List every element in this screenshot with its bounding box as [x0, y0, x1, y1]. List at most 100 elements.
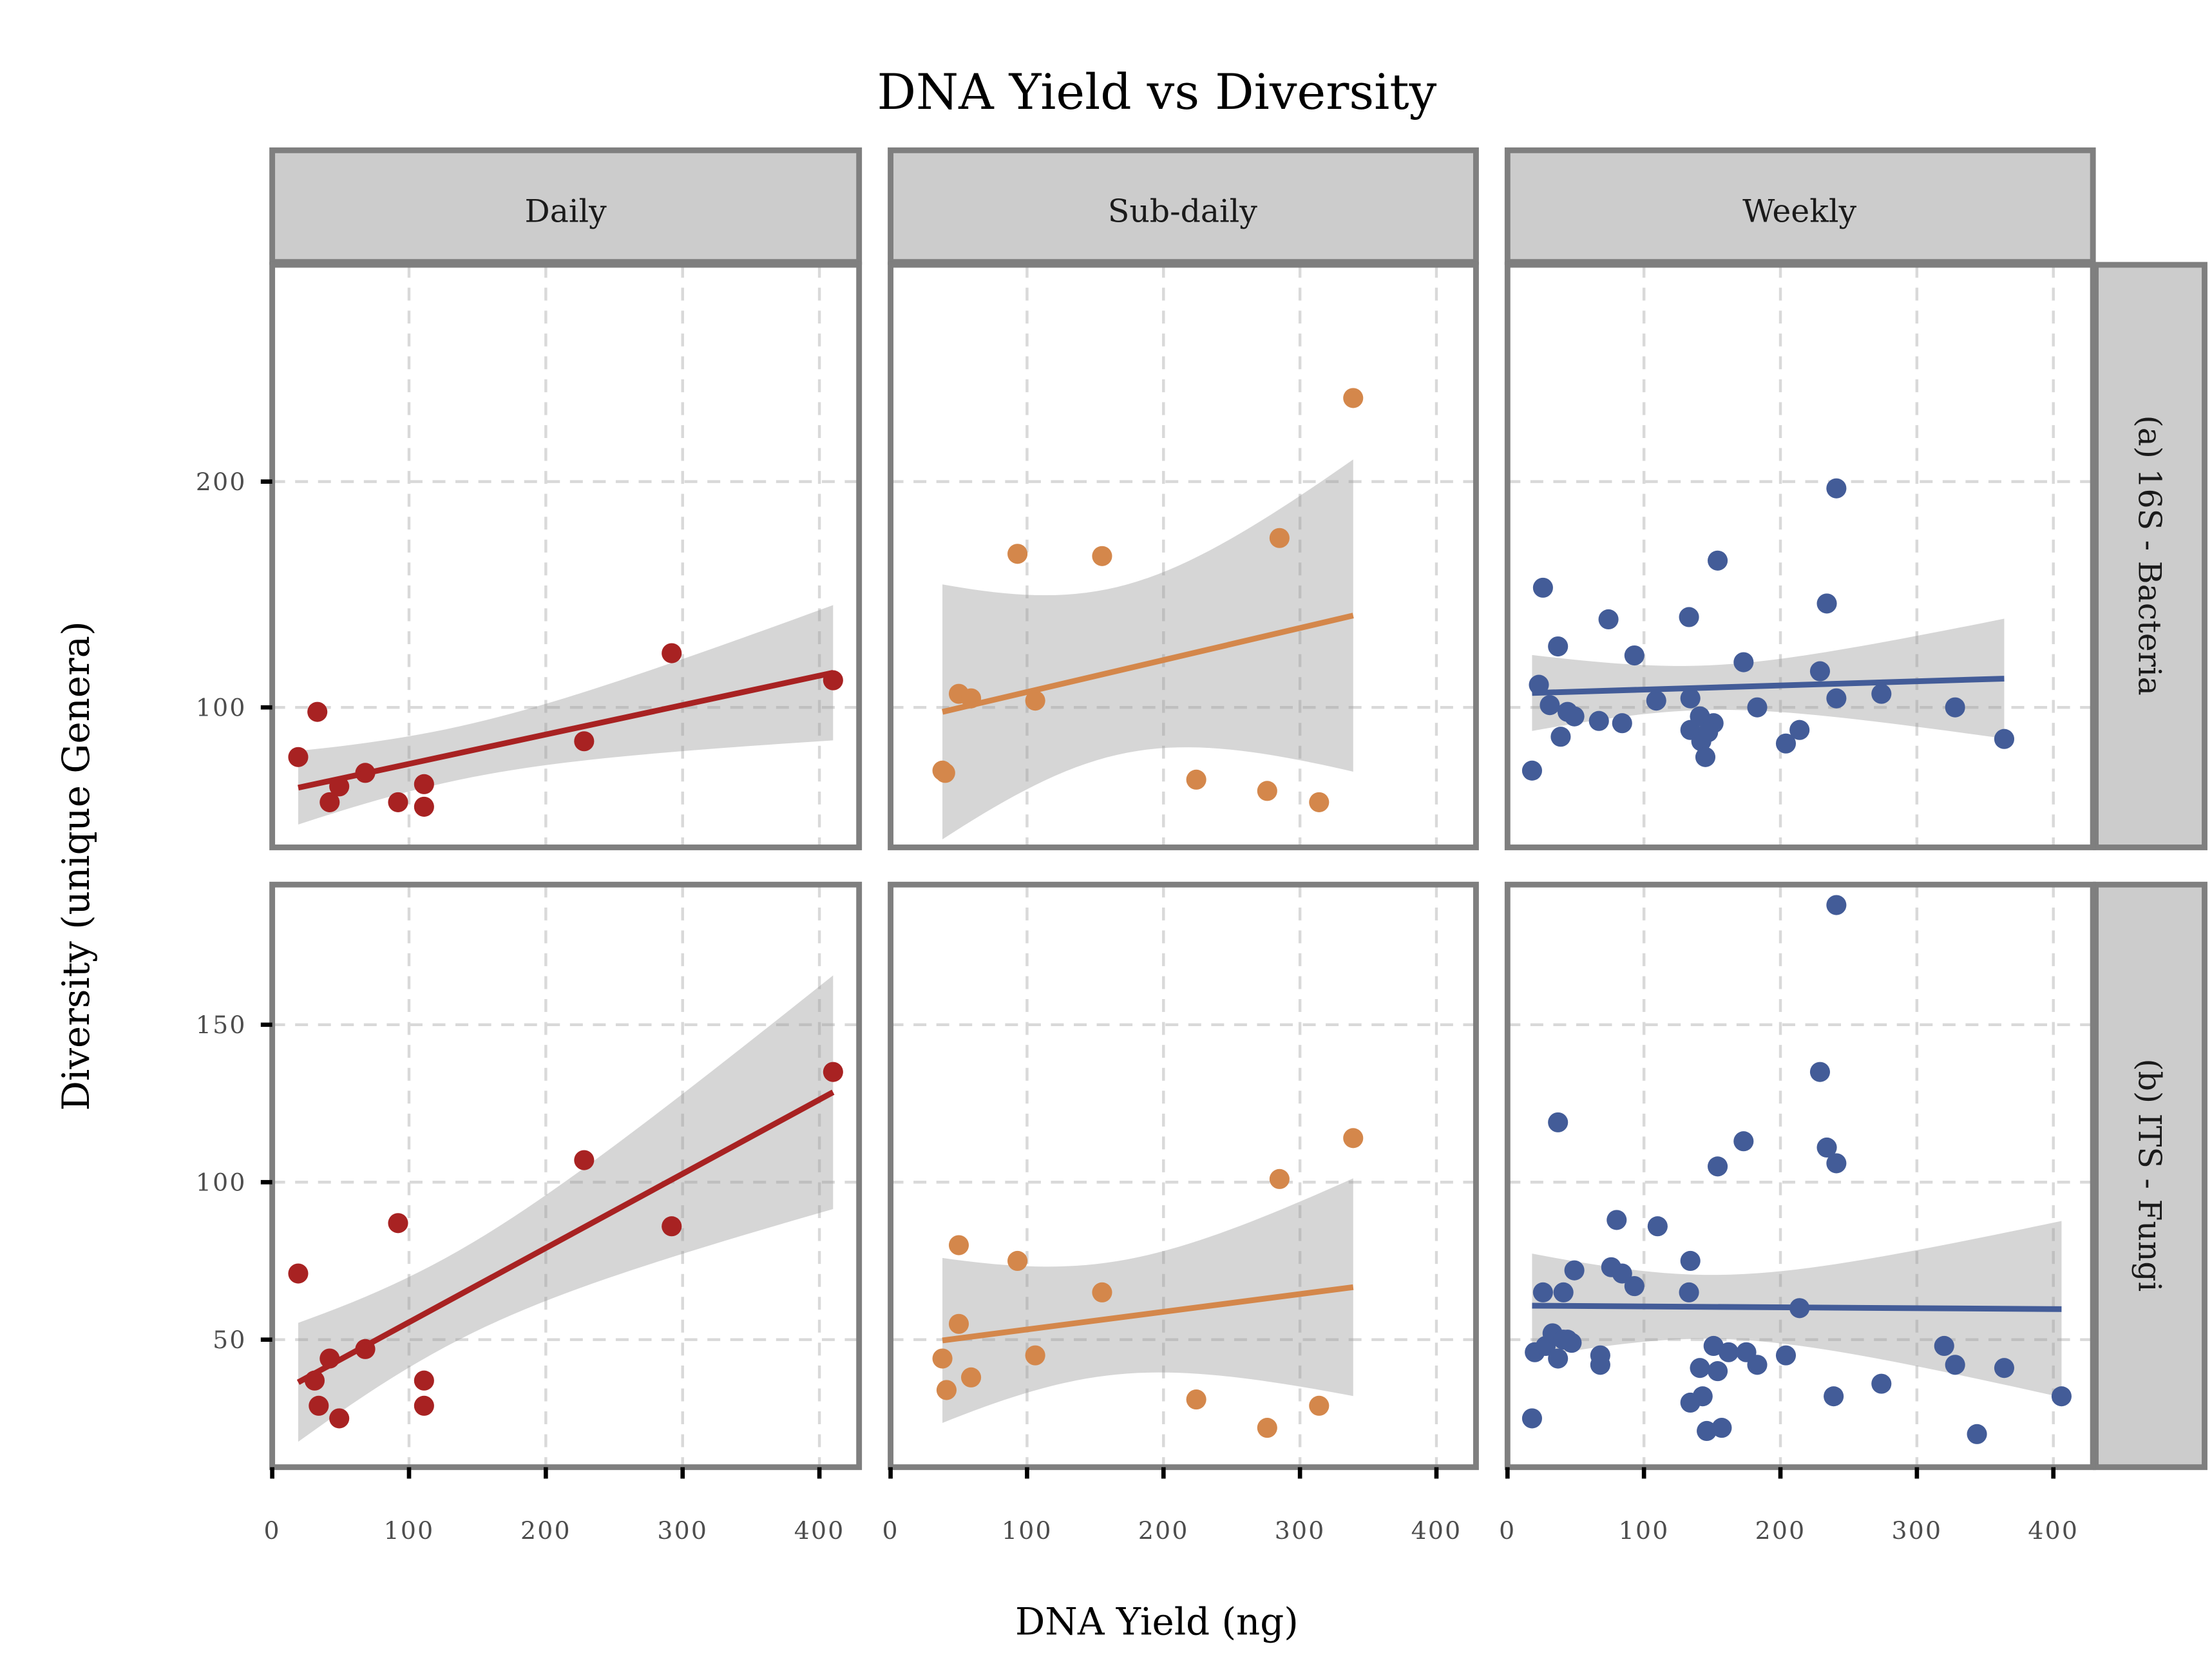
data-point: [1871, 1373, 1892, 1394]
data-point: [961, 1367, 982, 1388]
data-point: [1607, 1210, 1627, 1230]
panel-daily-row-2: [269, 881, 863, 1471]
column-strip-daily: Daily: [269, 147, 863, 265]
data-point: [1826, 478, 1847, 499]
data-point: [1679, 607, 1699, 627]
data-point: [1692, 1386, 1713, 1407]
data-point: [932, 1348, 953, 1369]
data-point: [1824, 1386, 1844, 1407]
panel-background: [890, 884, 1476, 1467]
data-point: [1521, 1408, 1542, 1429]
regression-line: [296, 1089, 835, 1385]
y-tick-label: 200: [196, 468, 247, 496]
regression-line: [1532, 676, 2005, 696]
data-point: [414, 796, 434, 817]
x-tick-label: 400: [794, 1516, 845, 1545]
panel-border: [1504, 881, 2096, 1471]
x-tick-label: 300: [657, 1516, 708, 1545]
data-point: [388, 792, 408, 812]
data-point: [1540, 695, 1560, 716]
data-point: [1532, 577, 1553, 598]
data-point: [1092, 546, 1112, 566]
row-strip-16s-bacteria: (a) 16S - Bacteria: [2093, 262, 2207, 850]
data-point: [1590, 1355, 1610, 1375]
x-tick-label: 400: [1411, 1516, 1462, 1545]
data-point: [388, 1213, 408, 1234]
data-point: [1564, 706, 1585, 727]
x-tick-label: 300: [1891, 1516, 1942, 1545]
data-point: [1309, 792, 1330, 812]
data-point: [1548, 1348, 1568, 1369]
panel-weekly-row-2: [1504, 881, 2096, 1471]
x-tick-label: 200: [1755, 1516, 1806, 1545]
data-point: [1697, 1420, 1717, 1442]
data-point: [1647, 1216, 1668, 1237]
data-point: [1789, 720, 1810, 740]
data-point: [414, 1395, 434, 1416]
y-tick-label: 100: [196, 693, 247, 721]
data-point: [1871, 683, 1892, 704]
data-point: [1548, 1112, 1568, 1132]
data-point: [1680, 688, 1701, 709]
confidence-band: [1532, 618, 2005, 739]
confidence-band: [942, 1178, 1353, 1423]
panel-border: [269, 262, 863, 850]
data-point: [1695, 747, 1716, 767]
data-point: [1967, 1424, 1987, 1444]
data-point: [1025, 1345, 1045, 1366]
data-point: [1007, 1250, 1028, 1272]
data-point: [1826, 895, 1847, 915]
data-point: [1564, 1260, 1585, 1281]
x-tick-label: 400: [2028, 1516, 2079, 1545]
column-strips: Daily Sub-daily Weekly: [269, 147, 2096, 265]
data-point: [329, 1408, 350, 1429]
data-point: [1186, 1389, 1206, 1410]
data-point: [288, 747, 309, 767]
panel-sub-daily-row-1: [888, 262, 1479, 850]
data-point: [1826, 1153, 1847, 1174]
x-axes: 0 100 200 300 400 0 100 200 300 400 0 100 200 300 400: [263, 1467, 2079, 1545]
x-tick-label: 100: [384, 1516, 435, 1545]
panel-border: [269, 881, 863, 1471]
data-point: [1532, 1282, 1553, 1302]
data-point: [1680, 1250, 1701, 1272]
data-point: [309, 1395, 329, 1416]
data-point: [2051, 1386, 2072, 1407]
data-point: [574, 1150, 595, 1170]
data-point: [1698, 722, 1719, 743]
data-point: [1775, 1345, 1797, 1366]
data-point: [1679, 1282, 1699, 1302]
x-tick-label: 300: [1275, 1516, 1326, 1545]
row-strip-label: (a) 16S - Bacteria: [2131, 415, 2168, 696]
data-point: [1816, 1137, 1837, 1158]
data-point: [1994, 1358, 2015, 1378]
data-point: [936, 1380, 957, 1400]
data-point: [1646, 691, 1666, 711]
data-point: [662, 1216, 682, 1237]
data-point: [307, 701, 328, 722]
data-point: [1007, 544, 1028, 564]
data-point: [1775, 733, 1797, 754]
data-point: [948, 1235, 969, 1255]
data-point: [1092, 1282, 1112, 1302]
column-strip-label: Daily: [525, 193, 607, 229]
data-point: [1186, 769, 1206, 790]
data-point: [823, 1062, 843, 1082]
data-point: [1708, 1156, 1728, 1177]
data-point: [1711, 1418, 1732, 1438]
data-point: [1598, 609, 1619, 630]
panel-background: [272, 884, 859, 1467]
regression-line: [298, 670, 834, 791]
data-point: [1548, 636, 1568, 657]
data-point: [319, 792, 340, 812]
x-tick-label: 0: [882, 1516, 899, 1545]
confidence-band: [298, 605, 834, 825]
data-point: [1703, 1335, 1724, 1357]
x-tick-label: 0: [263, 1516, 280, 1545]
data-point: [1550, 727, 1571, 747]
data-point: [1025, 691, 1045, 711]
data-point: [1624, 1276, 1645, 1297]
data-point: [1747, 697, 1768, 718]
y-tick-label: 100: [196, 1168, 247, 1197]
